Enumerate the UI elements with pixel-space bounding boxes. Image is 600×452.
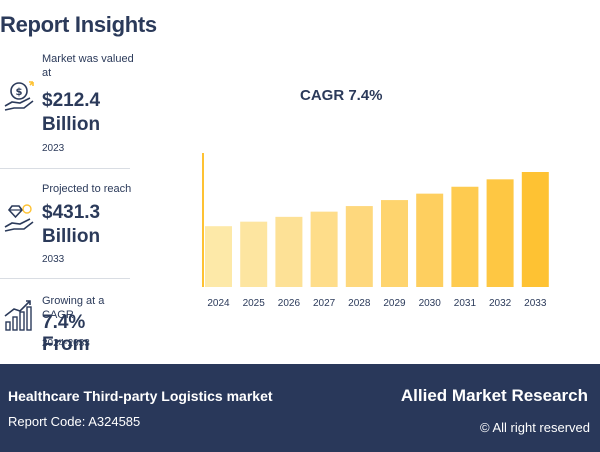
bar-2029 bbox=[381, 200, 408, 287]
stat-cagr: Growing at a CAGR 7.4% From 2024-2033 bbox=[0, 282, 130, 362]
x-tick-label: 2032 bbox=[489, 298, 512, 309]
stat-value: $212.4 bbox=[42, 90, 101, 111]
stat-year: 2024-2033 bbox=[42, 338, 90, 349]
bar-2033 bbox=[521, 172, 549, 287]
stat-label: Projected to reach bbox=[42, 183, 132, 195]
stat-label: Market was valued at bbox=[42, 53, 134, 79]
stat-market-value: $ Market was valued at $212.4 Billion 20… bbox=[0, 50, 134, 168]
stat-year: 2033 bbox=[42, 254, 65, 265]
x-tick-label: 2026 bbox=[278, 298, 301, 309]
bar-2030 bbox=[416, 193, 444, 287]
bar-2024 bbox=[205, 226, 232, 287]
x-tick-label: 2030 bbox=[419, 298, 442, 309]
stat-value-unit: Billion bbox=[42, 226, 101, 247]
chart-title: CAGR 7.4% bbox=[300, 87, 383, 104]
divider bbox=[0, 168, 130, 169]
bar-2026 bbox=[275, 216, 303, 287]
divider bbox=[0, 278, 130, 279]
bar-2025 bbox=[240, 221, 268, 287]
page-title: Report Insights bbox=[0, 12, 157, 37]
bar-2028 bbox=[345, 206, 373, 287]
svg-text:$: $ bbox=[16, 87, 23, 98]
bar-2027 bbox=[310, 211, 338, 287]
bar-2031 bbox=[451, 186, 479, 287]
stat-year: 2023 bbox=[42, 143, 65, 154]
x-tick-label: 2033 bbox=[524, 298, 547, 309]
footer-banner: Healthcare Third-party Logistics market … bbox=[0, 364, 600, 452]
x-tick-label: 2031 bbox=[454, 298, 477, 309]
x-tick-label: 2027 bbox=[313, 298, 336, 309]
x-tick-label: 2024 bbox=[207, 298, 230, 309]
diamond-hand-icon bbox=[4, 204, 34, 232]
x-tick-label: 2029 bbox=[383, 298, 406, 309]
copyright: © All right reserved bbox=[479, 420, 590, 435]
brand-name: Allied Market Research bbox=[400, 386, 588, 405]
growth-chart-icon bbox=[4, 300, 32, 331]
report-code: Report Code: A324585 bbox=[8, 414, 141, 429]
x-tick-label: 2028 bbox=[348, 298, 371, 309]
bar-chart: 2024 2025 2026 2027 2028 2029 2030 2031 2032 2033 bbox=[202, 153, 549, 309]
market-name: Healthcare Third-party Logistics market bbox=[8, 388, 273, 404]
stat-value-unit: Billion bbox=[42, 114, 101, 135]
stat-value: $431.3 bbox=[42, 202, 101, 223]
stat-projected-value: Projected to reach $431.3 Billion 2033 bbox=[0, 170, 131, 278]
money-hand-icon: $ bbox=[4, 81, 34, 111]
bar-2032 bbox=[486, 179, 514, 287]
stat-label: Growing at a CAGR bbox=[42, 295, 105, 321]
x-tick-label: 2025 bbox=[243, 298, 266, 309]
stat-value: 7.4% From bbox=[42, 312, 90, 355]
